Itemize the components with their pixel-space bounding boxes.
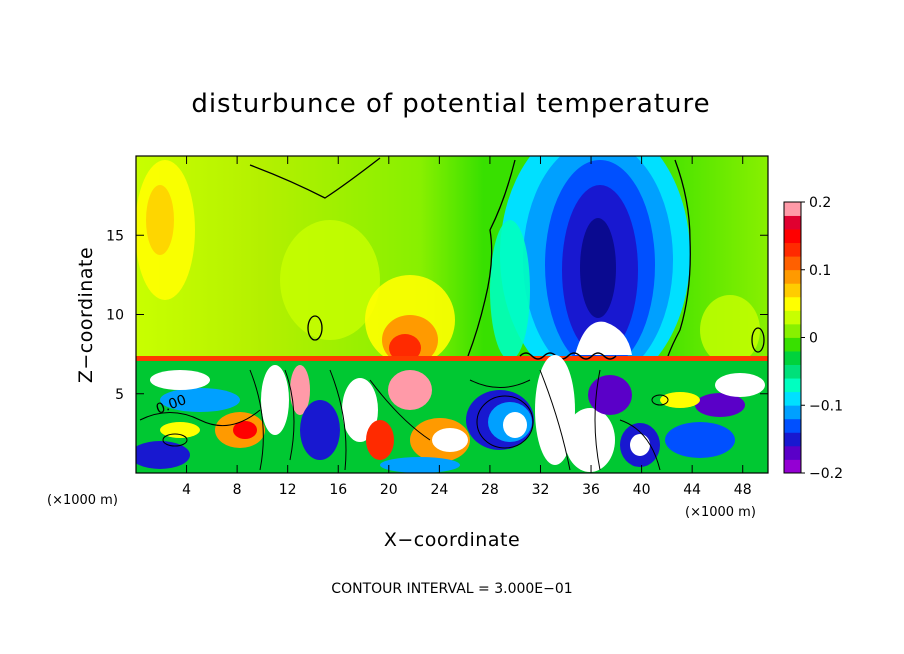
colorbar-swatch bbox=[784, 405, 801, 420]
colorbar-tick-label: 0.1 bbox=[809, 263, 831, 279]
x-tick-label: 24 bbox=[430, 482, 448, 498]
colorbar-swatch bbox=[784, 283, 801, 298]
x-tick-label: 8 bbox=[233, 482, 242, 498]
y-tick-label: 15 bbox=[106, 228, 124, 244]
contour-upper-2 bbox=[467, 159, 516, 357]
x-tick-label: 28 bbox=[481, 482, 499, 498]
colorbar-swatch bbox=[784, 351, 801, 365]
colorbar-swatch bbox=[784, 215, 801, 230]
colorbar-swatch bbox=[784, 323, 801, 338]
colorbar-swatch bbox=[784, 256, 801, 271]
colorbar-swatch bbox=[784, 296, 801, 311]
x-ticks: 4 8 12 16 20 24 28 32 36 40 44 48 bbox=[182, 156, 752, 498]
x-tick-label: 40 bbox=[633, 482, 651, 498]
plume-edge-cyan bbox=[490, 220, 530, 360]
upper-left-positive-core bbox=[146, 185, 174, 255]
y-axis-label: Z−coordinate bbox=[75, 247, 97, 383]
inversion-waves bbox=[519, 352, 617, 360]
colorbar-swatch bbox=[784, 229, 801, 244]
colorbar-swatch bbox=[784, 445, 801, 460]
plot-area: 0.00 bbox=[136, 156, 768, 473]
contour-upper-1 bbox=[249, 157, 381, 199]
inversion-positive-core bbox=[389, 334, 421, 362]
lower-turbulence bbox=[136, 355, 765, 473]
chart-title: disturbunce of potential temperature bbox=[191, 89, 710, 119]
x-tick-label: 48 bbox=[734, 482, 752, 498]
colorbar: 0.2 0.1 0 −0.1 −0.2 bbox=[783, 195, 843, 482]
colorbar-swatch bbox=[784, 337, 801, 352]
colorbar-swatch bbox=[784, 391, 801, 406]
colorbar-swatch bbox=[784, 418, 801, 433]
inversion-line bbox=[136, 356, 768, 361]
contour-loop bbox=[307, 315, 323, 341]
colorbar-swatch bbox=[784, 269, 801, 284]
colorbar-tick-label: 0 bbox=[809, 331, 818, 347]
x-tick-label: 4 bbox=[182, 482, 191, 498]
lower-contours bbox=[139, 369, 669, 471]
contour-upper-3 bbox=[667, 159, 691, 357]
colorbar-tick-label: −0.1 bbox=[809, 398, 843, 414]
x-tick-label: 20 bbox=[380, 482, 398, 498]
colorbar-swatch bbox=[784, 459, 801, 474]
x-tick-label: 44 bbox=[683, 482, 701, 498]
x-tick-label: 36 bbox=[582, 482, 600, 498]
y-tick-label: 10 bbox=[106, 308, 124, 324]
positive-band bbox=[280, 220, 380, 340]
negative-core-deep bbox=[580, 218, 616, 318]
colorbar-swatch bbox=[784, 364, 801, 379]
colorbar-swatch bbox=[784, 202, 801, 216]
colorbar-swatch bbox=[784, 432, 801, 447]
colorbar-swatch bbox=[784, 310, 801, 325]
x-unit-right: (×1000 m) bbox=[685, 505, 756, 520]
x-tick-label: 16 bbox=[329, 482, 347, 498]
x-unit-left: (×1000 m) bbox=[47, 493, 118, 508]
x-tick-label: 32 bbox=[532, 482, 550, 498]
contour-interval-note: CONTOUR INTERVAL = 3.000E−01 bbox=[331, 581, 572, 597]
saturated-cap bbox=[575, 321, 632, 355]
y-ticks: 5 10 15 bbox=[106, 228, 768, 403]
y-tick-label: 5 bbox=[115, 387, 124, 403]
positive-right bbox=[700, 295, 760, 365]
colorbar-tick-label: 0.2 bbox=[809, 195, 831, 211]
contour-loop-right bbox=[751, 327, 765, 353]
colorbar-swatch bbox=[784, 242, 801, 257]
colorbar-swatch bbox=[784, 378, 801, 393]
x-tick-label: 12 bbox=[279, 482, 297, 498]
colorbar-tick-label: −0.2 bbox=[809, 466, 843, 482]
x-axis-label: X−coordinate bbox=[384, 529, 520, 551]
